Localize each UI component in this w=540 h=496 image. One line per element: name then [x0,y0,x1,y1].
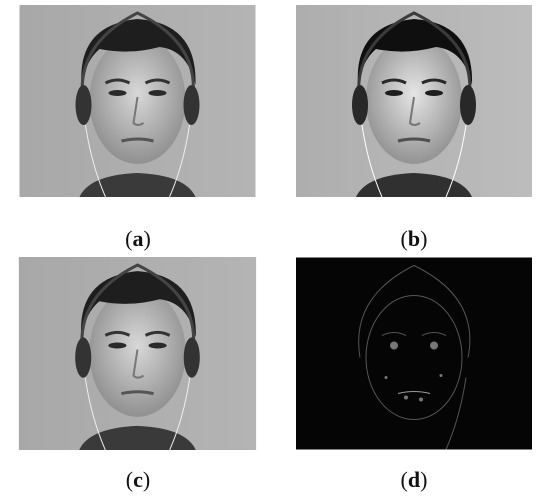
panel-a [10,5,246,197]
figure: (a) (b) (c) (d) (() => { const data = JS… [0,0,540,496]
panel-label: (a) [20,226,256,252]
panel-c [10,257,246,450]
photo [296,5,532,197]
panel-label: (c) [20,467,256,493]
panel-b [296,5,532,197]
panel-label: (b) [296,226,532,252]
panel-d [296,257,532,450]
panel-label: (d) [296,467,532,493]
photo [10,257,265,450]
difference-image [296,257,532,450]
photo [10,5,265,197]
